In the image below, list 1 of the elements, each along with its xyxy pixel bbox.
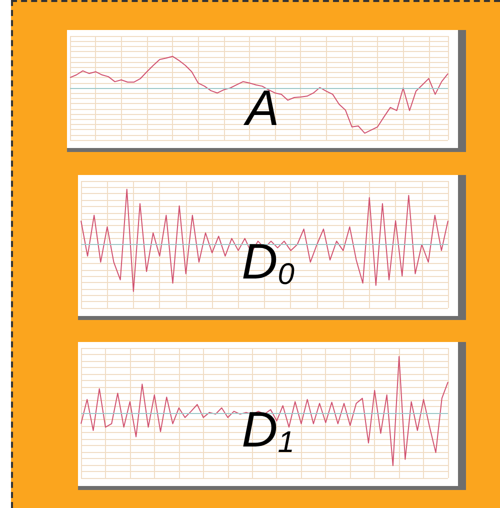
text: A <box>242 80 280 136</box>
